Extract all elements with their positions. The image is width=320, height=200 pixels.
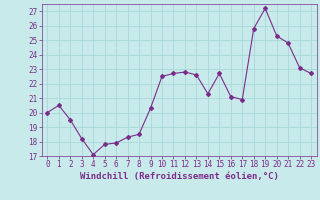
X-axis label: Windchill (Refroidissement éolien,°C): Windchill (Refroidissement éolien,°C)	[80, 172, 279, 181]
